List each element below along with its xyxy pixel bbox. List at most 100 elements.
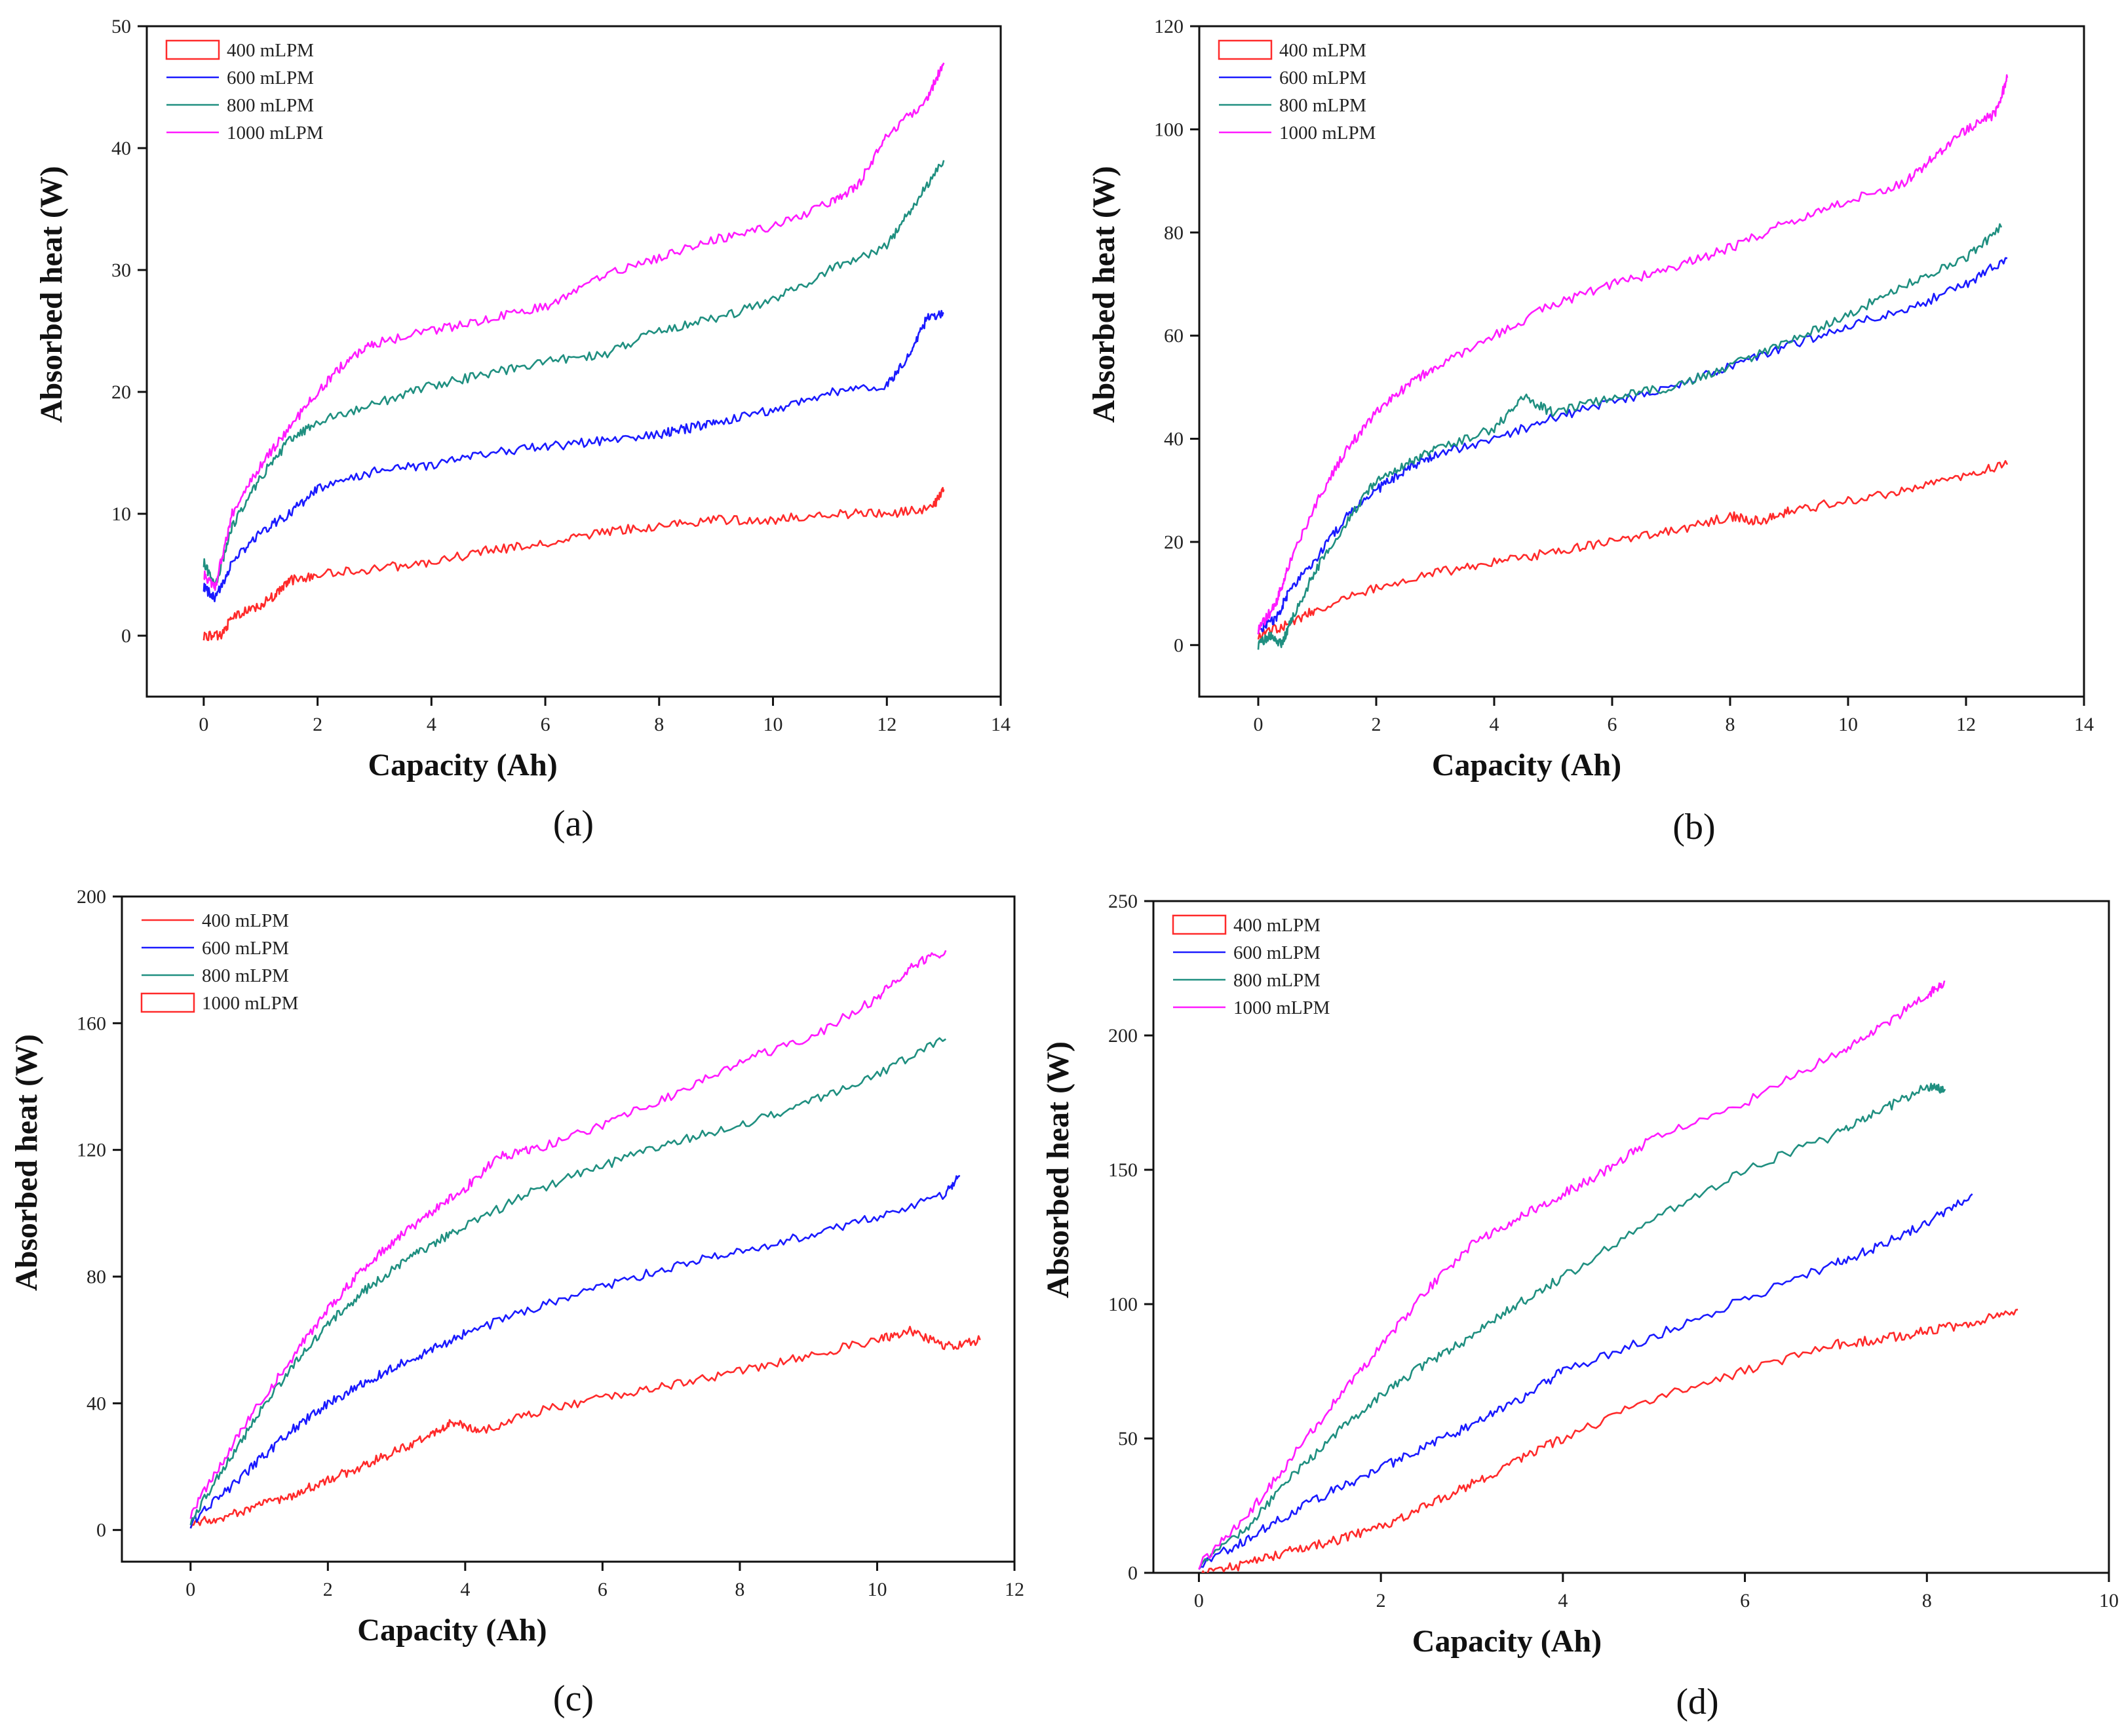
y-tick-label: 0: [1174, 634, 1184, 656]
legend-swatch-400-mlpm: [1218, 39, 1273, 60]
y-tick-label: 100: [1154, 119, 1184, 140]
y-tick-label: 80: [87, 1266, 106, 1288]
series-line-400-mlpm: [189, 1326, 981, 1529]
y-tick-label: 160: [77, 1013, 106, 1034]
x-tick-label: 2: [313, 714, 322, 735]
panel-label: (c): [553, 1678, 594, 1719]
x-tick-label: 2: [1372, 714, 1381, 735]
y-axis-title: Absorbed heat (W): [34, 166, 69, 423]
y-tick-label: 150: [1108, 1159, 1138, 1181]
plot-frame: [145, 25, 1002, 698]
legend-label-800-mlpm: 800 mLPM: [227, 95, 314, 116]
x-tick-label: 2: [323, 1579, 333, 1600]
series-line-600-mlpm: [1198, 1193, 1973, 1570]
x-tick-label: 6: [541, 714, 550, 735]
x-tick-label: 0: [1254, 714, 1264, 735]
legend-label-1000-mlpm: 1000 mLPM: [1233, 997, 1330, 1018]
legend-label-600-mlpm: 600 mLPM: [1279, 68, 1366, 88]
x-tick-label: 10: [867, 1579, 887, 1600]
x-tick-label: 4: [460, 1579, 470, 1600]
series-line-600-mlpm: [203, 309, 944, 603]
series-line-400-mlpm: [1257, 459, 2009, 640]
series-line-800-mlpm: [1257, 223, 2003, 650]
y-tick-label: 120: [1154, 16, 1184, 37]
y-tick-label: 250: [1108, 891, 1138, 912]
x-tick-label: 4: [1558, 1590, 1568, 1611]
series-line-800-mlpm: [189, 1037, 946, 1526]
y-tick-label: 50: [1118, 1428, 1138, 1450]
legend-label-800-mlpm: 800 mLPM: [202, 965, 289, 986]
x-tick-label: 4: [427, 714, 436, 735]
chart-panel-b: 0 2 4 6 8 10 12 14 0 20 40 60 80 100 120 Capacity (Ah) A…: [1087, 16, 2094, 847]
y-tick-label: 40: [111, 138, 131, 159]
y-tick-label: 0: [121, 625, 131, 647]
legend-label-400-mlpm: 400 mLPM: [1279, 40, 1366, 61]
x-tick-label: 10: [2099, 1590, 2119, 1611]
legend-swatch-400-mlpm: [1172, 914, 1227, 935]
y-axis-title: Absorbed heat (W): [1041, 1041, 1075, 1298]
y-axis-title: Absorbed heat (W): [9, 1034, 44, 1291]
plot-frame: [1152, 900, 2110, 1574]
x-tick-label: 10: [1838, 714, 1858, 735]
panel-label: (a): [553, 803, 594, 844]
y-tick-label: 60: [1164, 325, 1184, 347]
x-tick-label: 8: [735, 1579, 744, 1600]
x-axis-title: Capacity (Ah): [368, 748, 557, 782]
legend-label-400-mlpm: 400 mLPM: [1233, 915, 1321, 936]
x-tick-label: 8: [1726, 714, 1735, 735]
x-tick-label: 14: [2074, 714, 2094, 735]
x-axis-title: Capacity (Ah): [357, 1613, 547, 1648]
legend-swatch-1000-mlpm: [140, 992, 195, 1013]
legend-label-400-mlpm: 400 mLPM: [202, 910, 289, 931]
y-tick-label: 20: [1164, 531, 1184, 553]
legend-label-600-mlpm: 600 mLPM: [227, 68, 314, 88]
series-line-1000-mlpm: [203, 62, 945, 591]
panel-label: (d): [1676, 1682, 1718, 1722]
legend-label-600-mlpm: 600 mLPM: [1233, 942, 1321, 963]
y-tick-label: 100: [1108, 1294, 1138, 1315]
series-line-1000-mlpm: [1257, 74, 2009, 634]
x-tick-label: 14: [991, 714, 1011, 735]
y-tick-label: 20: [111, 381, 131, 403]
y-tick-label: 10: [111, 503, 131, 525]
series-line-400-mlpm: [1201, 1308, 2018, 1573]
x-tick-label: 0: [1194, 1590, 1204, 1611]
series-line-1000-mlpm: [1198, 980, 1946, 1570]
plot-frame: [1198, 25, 2085, 698]
y-tick-label: 30: [111, 260, 131, 281]
series-line-1000-mlpm: [189, 950, 947, 1519]
legend-label-400-mlpm: 400 mLPM: [227, 40, 314, 61]
x-tick-label: 6: [598, 1579, 608, 1600]
x-axis-title: Capacity (Ah): [1412, 1624, 1602, 1659]
series-line-400-mlpm: [203, 486, 945, 642]
series-line-800-mlpm: [203, 160, 945, 588]
x-tick-label: 8: [654, 714, 664, 735]
x-tick-label: 0: [185, 1579, 195, 1600]
x-tick-label: 0: [199, 714, 208, 735]
series-line-600-mlpm: [189, 1174, 961, 1529]
x-tick-label: 6: [1608, 714, 1617, 735]
y-tick-label: 40: [1164, 429, 1184, 450]
y-tick-label: 0: [1128, 1562, 1138, 1584]
y-tick-label: 50: [111, 16, 131, 37]
y-tick-label: 120: [77, 1140, 106, 1161]
y-axis-title: Absorbed heat (W): [1087, 166, 1121, 423]
x-axis-title: Capacity (Ah): [1432, 748, 1621, 782]
panel-label: (b): [1672, 807, 1715, 847]
x-tick-label: 2: [1376, 1590, 1386, 1611]
legend-label-1000-mlpm: 1000 mLPM: [202, 993, 298, 1014]
y-tick-label: 200: [77, 886, 106, 908]
y-tick-label: 80: [1164, 222, 1184, 244]
series-line-600-mlpm: [1257, 257, 2008, 634]
x-tick-label: 6: [1740, 1590, 1750, 1611]
x-tick-label: 4: [1490, 714, 1499, 735]
plot-frame: [121, 895, 1016, 1563]
y-tick-label: 0: [96, 1520, 106, 1541]
series-line-800-mlpm: [1198, 1083, 1946, 1570]
x-tick-label: 12: [1005, 1579, 1024, 1600]
x-tick-label: 8: [1922, 1590, 1932, 1611]
legend-label-1000-mlpm: 1000 mLPM: [1279, 123, 1376, 144]
